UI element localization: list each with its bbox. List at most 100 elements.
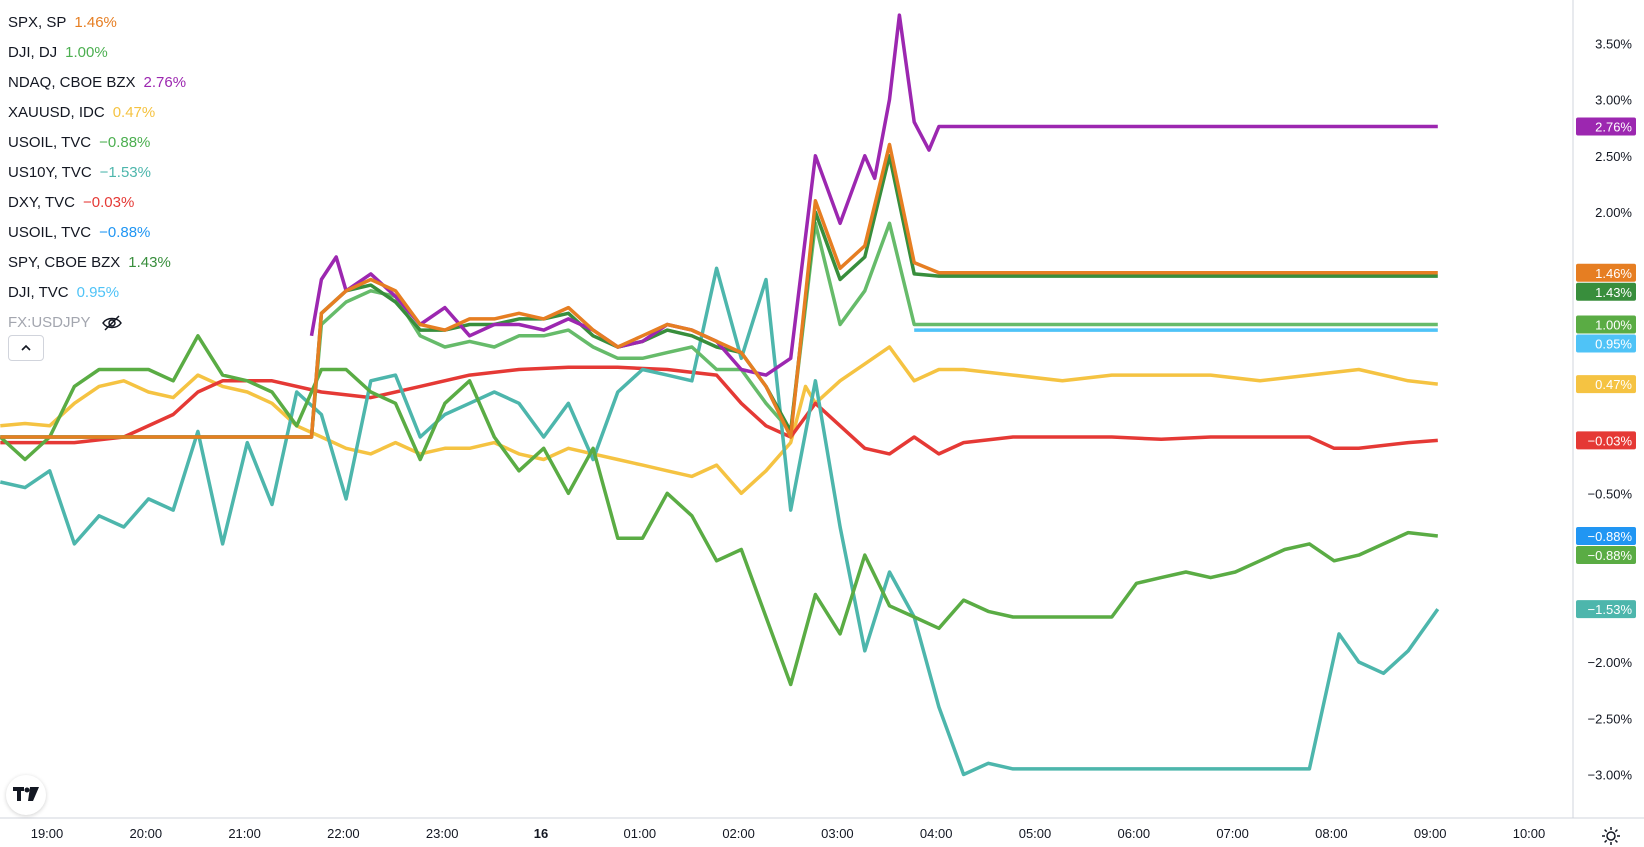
price-label: 2.76% — [1576, 117, 1636, 136]
price-labels: 2.76% 1.46% 1.43% 1.00% 0.95% 0.47% −0.03% −0.8… — [1576, 117, 1636, 619]
series-line[interactable] — [309, 13, 1438, 377]
price-label-badge — [1576, 431, 1636, 450]
legend-series-value: −0.88% — [99, 134, 151, 151]
legend-series-name: SPY, CBOE BZX — [8, 254, 121, 271]
time-axis-tick-label: 04:00 — [920, 826, 953, 841]
price-label: 1.43% — [1576, 282, 1636, 301]
price-label-text: 0.95% — [1595, 337, 1632, 352]
gear-icon[interactable] — [1600, 825, 1622, 847]
tradingview-logo-mark — [13, 787, 39, 801]
legend-series-name: FX:USDJPY — [8, 314, 91, 331]
legend: SPX, SP 1.46% DJI, DJ 1.00% NDAQ, CBOE BZX… — [8, 8, 186, 338]
series-line[interactable] — [0, 345, 1438, 496]
series-line[interactable] — [0, 365, 1438, 456]
legend-item[interactable]: USOIL, TVC −0.88% — [8, 128, 186, 158]
price-label-text: −1.53% — [1588, 602, 1633, 617]
price-label-text: −0.03% — [1588, 433, 1633, 448]
price-label-badge — [1576, 600, 1636, 619]
price-axis-tick-label: −2.50% — [1588, 711, 1633, 726]
price-label: −0.88% — [1576, 527, 1636, 545]
legend-series-name: XAUUSD, IDC — [8, 104, 105, 121]
price-label-badge — [1576, 315, 1636, 334]
price-label-text: 1.43% — [1595, 285, 1632, 300]
legend-series-name: NDAQ, CBOE BZX — [8, 74, 136, 91]
price-label: −0.88% — [1576, 546, 1636, 564]
price-label: 0.47% — [1576, 375, 1636, 394]
time-axis-tick-label: 19:00 — [31, 826, 64, 841]
price-axis-tick-label: −3.00% — [1588, 768, 1633, 783]
legend-series-value: 1.00% — [65, 44, 108, 61]
legend-series-value: −1.53% — [99, 164, 151, 181]
price-label-text: 0.47% — [1595, 377, 1632, 392]
time-axis-tick-label: 01:00 — [624, 826, 657, 841]
legend-series-value: −0.88% — [99, 224, 151, 241]
price-label: 1.00% — [1576, 315, 1636, 334]
series-line[interactable] — [0, 266, 1440, 777]
series-line[interactable] — [0, 142, 1438, 439]
legend-item[interactable]: SPY, CBOE BZX 1.43% — [8, 248, 186, 278]
price-label: −1.53% — [1576, 600, 1636, 619]
price-label-badge — [1576, 527, 1636, 545]
legend-item[interactable]: SPX, SP 1.46% — [8, 8, 186, 38]
legend-series-value: 1.46% — [74, 14, 117, 31]
legend-item[interactable]: US10Y, TVC −1.53% — [8, 158, 186, 188]
legend-series-value: 0.47% — [112, 104, 156, 121]
time-axis-tick-label: 09:00 — [1414, 826, 1447, 841]
price-label-badge — [1576, 546, 1636, 564]
legend-item[interactable]: DJI, DJ 1.00% — [8, 38, 186, 68]
time-axis-tick-label: 21:00 — [228, 826, 261, 841]
legend-item[interactable]: DJI, TVC 0.95% — [8, 278, 186, 308]
legend-series-value: 0.95% — [76, 284, 120, 301]
series-line[interactable] — [0, 154, 1438, 439]
legend-series-name: SPX, SP — [8, 14, 67, 31]
price-axis-tick-label: 3.00% — [1595, 93, 1632, 108]
time-axis-tick-label: 06:00 — [1118, 826, 1151, 841]
time-axis-tick-label: 02:00 — [722, 826, 755, 841]
price-label-badge — [1576, 263, 1636, 282]
price-axis-tick-label: 3.50% — [1595, 36, 1632, 51]
price-label-badge — [1576, 282, 1636, 301]
legend-series-name: DJI, DJ — [8, 44, 58, 61]
price-label-text: 1.00% — [1595, 318, 1632, 333]
price-axis-tick-label: −2.00% — [1588, 655, 1633, 670]
time-axis-tick-label: 05:00 — [1019, 826, 1052, 841]
series-layer — [0, 13, 1440, 777]
time-axis-tick-label: 23:00 — [426, 826, 459, 841]
legend-series-value: 2.76% — [143, 74, 187, 91]
tradingview-logo-icon[interactable] — [6, 775, 46, 815]
price-label: 0.95% — [1576, 334, 1636, 353]
time-axis-tick-label: 16 — [534, 826, 548, 841]
price-label-text: −0.88% — [1588, 529, 1633, 544]
chevron-up-icon — [21, 344, 31, 351]
price-label-badge — [1576, 117, 1636, 136]
time-axis-tick-label: 20:00 — [130, 826, 163, 841]
legend-series-name: USOIL, TVC — [8, 134, 92, 151]
legend-item-hidden[interactable]: FX:USDJPY — [8, 308, 186, 338]
legend-series-name: US10Y, TVC — [8, 164, 92, 181]
legend-series-value: 1.43% — [128, 254, 171, 271]
time-axis-tick-label: 22:00 — [327, 826, 360, 841]
legend-series-name: DJI, TVC — [8, 284, 69, 301]
time-axis-tick-label: 10:00 — [1513, 826, 1546, 841]
price-axis-tick-label: 2.00% — [1595, 205, 1632, 220]
price-label: −0.03% — [1576, 431, 1636, 450]
price-label-text: 1.46% — [1595, 266, 1632, 281]
legend-item[interactable]: NDAQ, CBOE BZX 2.76% — [8, 68, 186, 98]
price-label-badge — [1576, 334, 1636, 353]
legend-item[interactable]: XAUUSD, IDC 0.47% — [8, 98, 186, 128]
price-label-text: 2.76% — [1595, 120, 1632, 135]
price-label-badge — [1576, 375, 1636, 394]
price-label: 1.46% — [1576, 263, 1636, 282]
price-axis-tick-label: −0.50% — [1588, 486, 1633, 501]
collapse-legend-button[interactable] — [8, 335, 44, 361]
legend-item[interactable]: DXY, TVC −0.03% — [8, 188, 186, 218]
legend-series-name: USOIL, TVC — [8, 224, 92, 241]
eye-off-icon[interactable] — [101, 314, 123, 332]
price-axis-tick-label: 2.50% — [1595, 149, 1632, 164]
time-axis-tick-label: 08:00 — [1315, 826, 1348, 841]
legend-item[interactable]: USOIL, TVC −0.88% — [8, 218, 186, 248]
series-line[interactable] — [0, 334, 1438, 687]
time-axis-tick-label: 03:00 — [821, 826, 854, 841]
